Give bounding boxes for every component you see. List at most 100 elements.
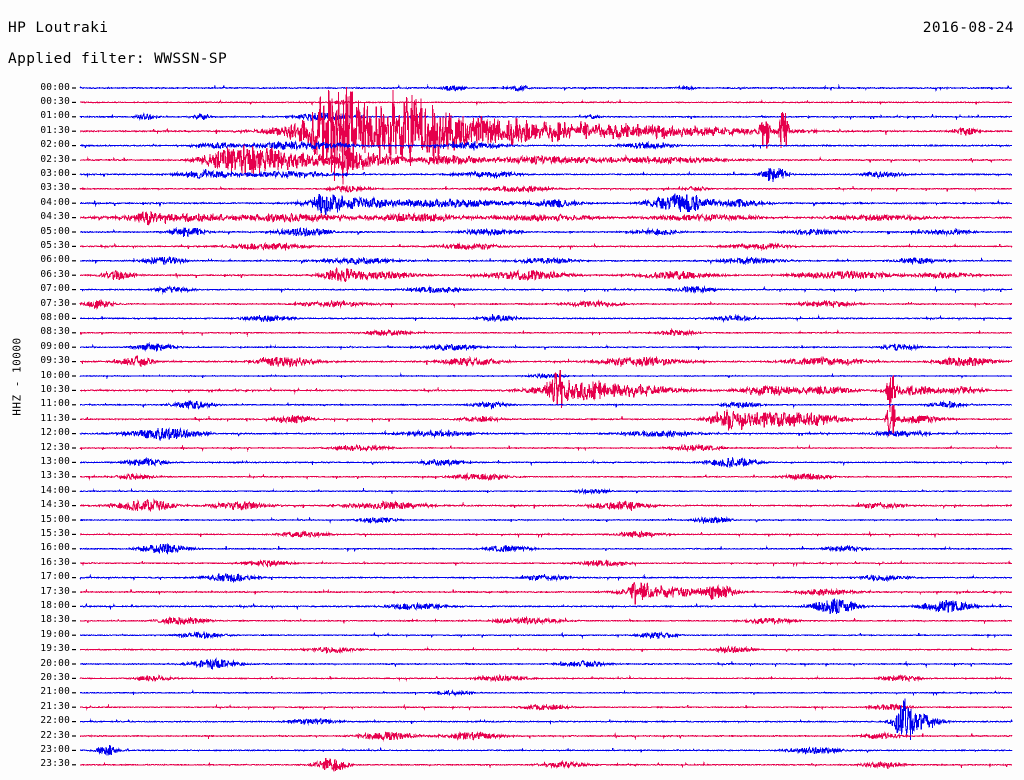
- time-tick-label: 09:30: [40, 355, 70, 367]
- time-tick-label: 06:30: [40, 268, 70, 280]
- time-tick-label: 23:00: [40, 743, 70, 755]
- trace-line: [79, 745, 1013, 756]
- trace-line: [79, 241, 1013, 252]
- time-tick-label: 00:30: [40, 95, 70, 107]
- time-tick-label: 16:30: [40, 556, 70, 568]
- trace-line: [79, 598, 1013, 615]
- time-tick-label: 17:30: [40, 585, 70, 597]
- trace-line: [79, 689, 1013, 697]
- trace-line: [79, 369, 1013, 412]
- time-tick-label: 11:00: [40, 398, 70, 410]
- time-tick-label: 02:30: [40, 153, 70, 165]
- trace-line: [79, 255, 1013, 266]
- time-tick-label: 01:00: [40, 110, 70, 122]
- trace-line: [79, 630, 1013, 640]
- trace-line: [79, 267, 1013, 283]
- trace-line: [79, 328, 1013, 337]
- time-tick-label: 03:30: [40, 182, 70, 194]
- time-tick-label: 18:00: [40, 599, 70, 611]
- trace-line: [79, 167, 1013, 183]
- trace-line: [79, 758, 1013, 772]
- trace-line: [79, 558, 1013, 568]
- time-tick-label: 11:30: [40, 412, 70, 424]
- time-tick-label: 14:30: [40, 499, 70, 511]
- trace-line: [79, 210, 1013, 226]
- trace-line: [79, 498, 1013, 512]
- trace-line: [79, 443, 1013, 453]
- time-tick-label: 19:30: [40, 643, 70, 655]
- time-tick-label: 10:30: [40, 383, 70, 395]
- time-tick-label: 09:00: [40, 340, 70, 352]
- trace-line: [79, 226, 1013, 238]
- trace-line: [79, 487, 1013, 496]
- station-title: HP Loutraki: [8, 20, 109, 36]
- time-tick-label: 23:30: [40, 758, 70, 770]
- trace-line: [79, 86, 1013, 185]
- applied-filter-label: Applied filter: WWSSN-SP: [8, 51, 228, 67]
- time-tick-label: 13:30: [40, 470, 70, 482]
- time-tick-label: 07:30: [40, 297, 70, 309]
- time-tick-label: 20:00: [40, 657, 70, 669]
- time-tick-label: 21:30: [40, 700, 70, 712]
- trace-line: [79, 112, 1013, 122]
- trace-line: [79, 657, 1013, 670]
- time-tick-label: 16:00: [40, 542, 70, 554]
- trace-line: [79, 193, 1013, 216]
- trace-line: [79, 427, 1013, 442]
- trace-line: [79, 573, 1013, 584]
- trace-line: [80, 703, 1013, 712]
- trace-line: [79, 98, 1013, 107]
- trace-line: [79, 140, 1013, 151]
- time-tick-label: 01:30: [40, 124, 70, 136]
- trace-line: [79, 515, 1013, 525]
- time-tick-label: 00:00: [40, 81, 70, 93]
- time-tick-label: 17:00: [40, 571, 70, 583]
- trace-line: [79, 341, 1013, 353]
- time-tick-label: 22:30: [40, 729, 70, 741]
- trace-line: [79, 581, 1013, 605]
- time-tick-label: 03:00: [40, 167, 70, 179]
- trace-line: [79, 698, 1013, 741]
- trace-line: [79, 542, 1013, 555]
- trace-line: [79, 645, 1013, 655]
- trace-line: [79, 184, 1013, 194]
- trace-line: [79, 372, 1013, 380]
- trace-line: [79, 529, 1013, 539]
- time-tick-label: 22:00: [40, 715, 70, 727]
- trace-line: [79, 472, 1013, 482]
- time-tick-label: 15:30: [40, 527, 70, 539]
- trace-line: [79, 456, 1013, 469]
- recording-date: 2016-08-24: [922, 20, 1014, 36]
- time-tick-label: 08:00: [40, 311, 70, 323]
- time-tick-label: 14:00: [40, 484, 70, 496]
- trace-line: [79, 400, 1013, 410]
- trace-line: [79, 299, 1013, 310]
- trace-line: [79, 83, 1013, 93]
- time-tick-label: 15:00: [40, 513, 70, 525]
- trace-line: [79, 144, 1013, 175]
- time-tick-label: 02:00: [40, 139, 70, 151]
- time-tick-label: 04:00: [40, 196, 70, 208]
- trace-line: [79, 731, 1013, 742]
- time-tick-label: 08:30: [40, 326, 70, 338]
- time-tick-label: 06:00: [40, 254, 70, 266]
- time-tick-label: 20:30: [40, 671, 70, 683]
- time-tick-label: 12:30: [40, 441, 70, 453]
- time-tick-label: 07:00: [40, 283, 70, 295]
- time-tick-label: 05:00: [40, 225, 70, 237]
- time-tick-label: 13:00: [40, 455, 70, 467]
- time-tick-label: 19:00: [40, 628, 70, 640]
- time-tick-label: 05:30: [40, 239, 70, 251]
- time-tick-label: 04:30: [40, 211, 70, 223]
- trace-line: [79, 673, 1013, 683]
- trace-line: [79, 405, 1013, 436]
- time-tick-label: 18:30: [40, 614, 70, 626]
- time-tick-label: 10:00: [40, 369, 70, 381]
- time-tick-label: 21:00: [40, 686, 70, 698]
- trace-line: [79, 615, 1013, 626]
- trace-line: [79, 355, 1013, 368]
- trace-line: [79, 285, 1013, 295]
- trace-line: [79, 314, 1013, 323]
